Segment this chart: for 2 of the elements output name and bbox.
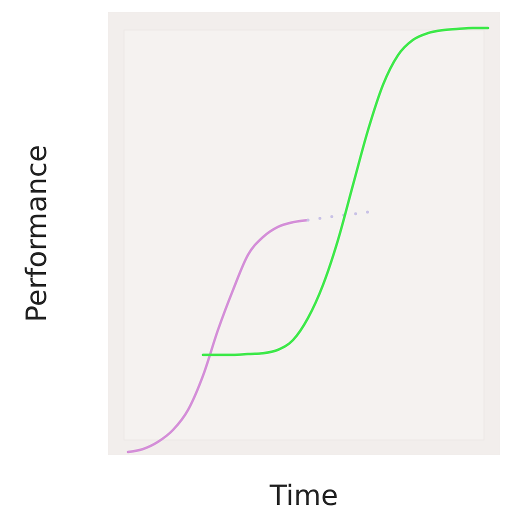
x-axis-title: Time [268,479,338,512]
y-axis-title: Performance [20,144,53,322]
